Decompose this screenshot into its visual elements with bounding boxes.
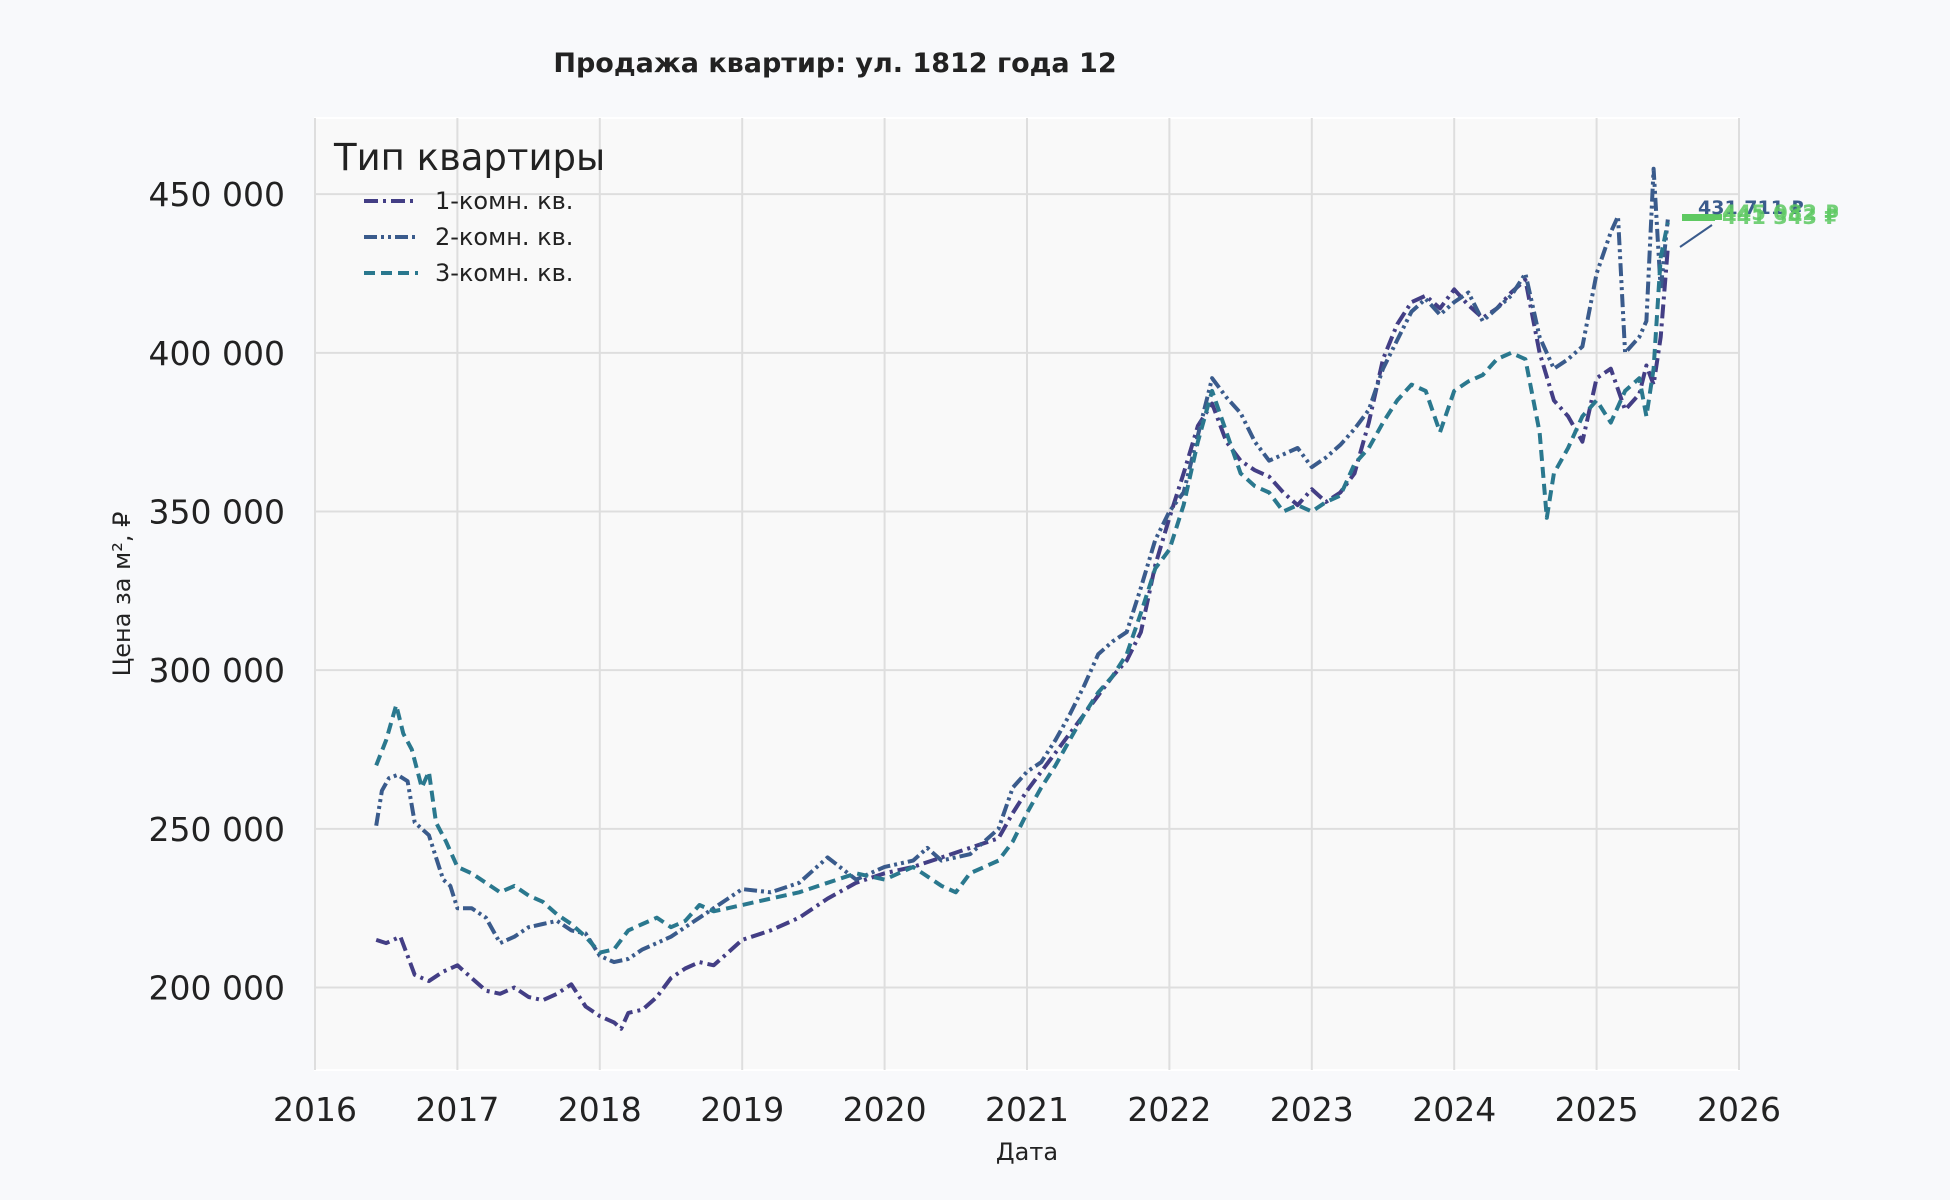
annotation-label-3room-a: 441 343 ₽	[1722, 205, 1839, 229]
legend-entry-label: 3-комн. кв.	[435, 259, 573, 287]
y-tick-label: 200 000	[149, 968, 285, 1007]
x-tick-label: 2026	[1697, 1090, 1781, 1129]
x-tick-label: 2023	[1270, 1090, 1354, 1129]
annotation-label-3room-b: 445 082 ₽	[1722, 201, 1839, 225]
x-axis-label: Дата	[996, 1138, 1058, 1166]
y-tick-label: 400 000	[149, 334, 285, 373]
annotation-label-2room: 431 711 ₽	[1698, 197, 1804, 219]
x-tick-label: 2021	[985, 1090, 1069, 1129]
y-tick-label: 450 000	[149, 175, 285, 214]
annotations: 431 711 ₽ 441 343 ₽ 445 082 ₽	[1679, 197, 1839, 248]
series-lines	[374, 166, 1670, 1031]
x-tick-label: 2016	[273, 1090, 357, 1129]
y-tick-label: 250 000	[149, 810, 285, 849]
y-tick-label: 350 000	[149, 492, 285, 531]
series-line-2room	[374, 166, 1670, 965]
axis-ticks: 2016 2017 2018 2019 2020 2021 2022 2023 2024 2025…	[149, 175, 1781, 1129]
legend-entry-label: 1-комн. кв.	[435, 187, 573, 215]
legend-entry-label: 2-комн. кв.	[435, 223, 573, 251]
legend-title: Тип квартиры	[333, 136, 605, 179]
annotation-arrow-1	[1679, 224, 1713, 248]
series-line-3room	[374, 222, 1670, 955]
x-tick-label: 2025	[1555, 1090, 1639, 1129]
x-tick-label: 2018	[558, 1090, 642, 1129]
x-tick-label: 2019	[700, 1090, 784, 1129]
y-tick-label: 300 000	[149, 651, 285, 690]
x-tick-label: 2020	[843, 1090, 927, 1129]
grid	[314, 118, 1740, 1070]
x-tick-label: 2017	[415, 1090, 499, 1129]
x-tick-label: 2024	[1412, 1090, 1496, 1129]
y-axis-label: Цена за м², ₽	[108, 512, 136, 677]
x-tick-label: 2022	[1127, 1090, 1211, 1129]
chart-title: Продажа квартир: ул. 1812 года 12	[553, 48, 1116, 79]
legend: Тип квартиры 1-комн. кв. 2-комн. кв. 3-ком…	[333, 136, 605, 287]
